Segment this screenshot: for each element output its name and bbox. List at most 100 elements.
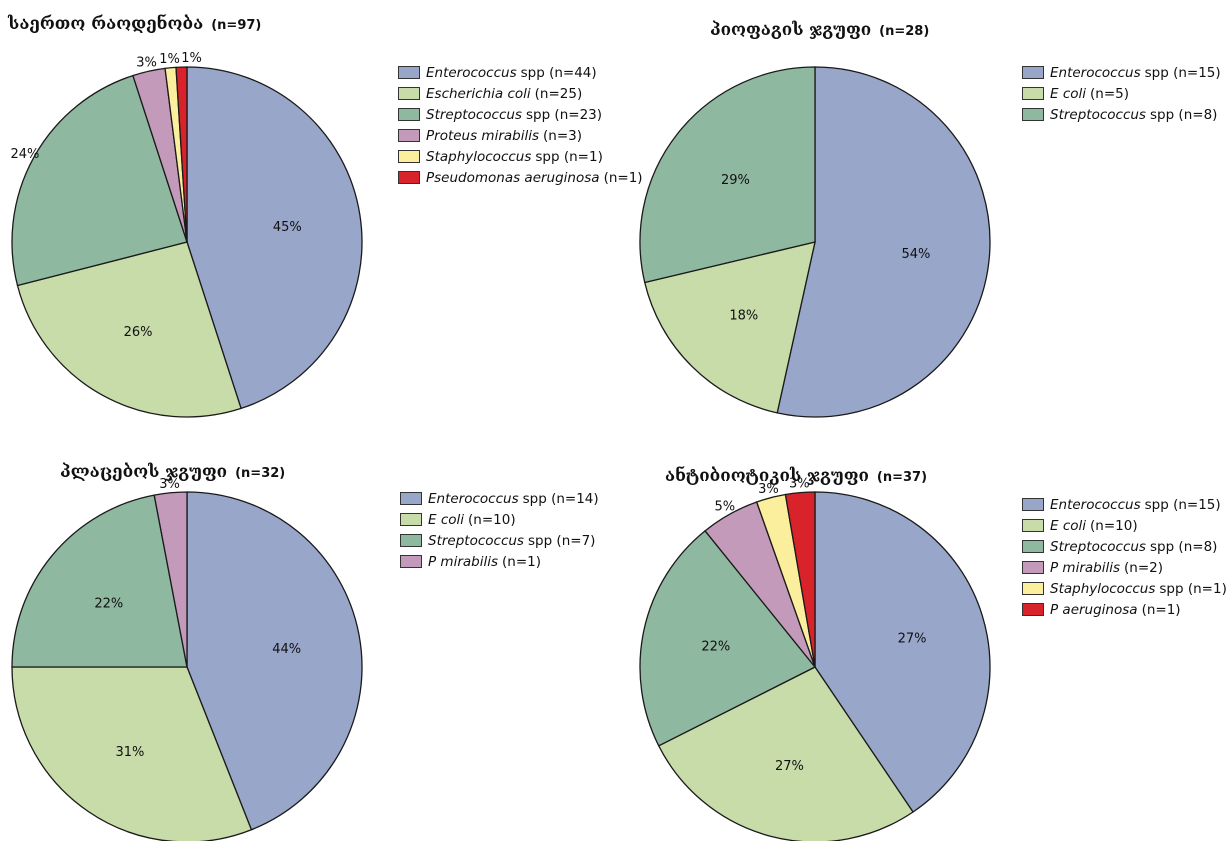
legend-item-streptococcus: Streptococcus spp (n=7) [400,530,599,551]
legend-item-p-mirabilis: P mirabilis (n=1) [400,551,599,572]
legend-species: Streptococcus [1050,538,1146,555]
slice-label-enterococcus: 54% [901,247,930,262]
legend-swatch [1022,498,1044,511]
legend-item-enterococcus: Enterococcus spp (n=14) [400,488,599,509]
pie-slice-pseudomonas-aeruginosa [175,66,188,243]
slice-label-e-coli: 18% [729,308,758,323]
pie-slice-enterococcus [186,491,363,831]
legend-swatch [398,66,420,79]
pie-slice-e-coli [657,666,914,841]
legend-item-enterococcus: Enterococcus spp (n=15) [1022,62,1221,83]
pie-slice-enterococcus [814,491,991,813]
legend-item-enterococcus: Enterococcus spp (n=44) [398,62,643,83]
pie-slice-streptococcus [11,494,188,668]
legend-swatch [1022,66,1044,79]
pie-slice-enterococcus [776,66,991,418]
legend-count: (n=10) [1090,517,1138,534]
legend-count: spp (n=15) [1144,496,1221,513]
legend-item-proteus-mirabilis: Proteus mirabilis (n=3) [398,125,643,146]
slice-label-enterococcus: 27% [898,631,927,646]
legend-swatch [398,150,420,163]
legend-count: (n=25) [534,85,583,102]
panel-title-n: (n=97) [211,18,262,33]
legend-species: Escherichia coli [426,85,531,102]
legend-swatch [1022,561,1044,574]
legend-item-e-coli: E coli (n=10) [1022,515,1227,536]
legend-count: spp (n=1) [1159,580,1227,597]
legend-item-pseudomonas-aeruginosa: Pseudomonas aeruginosa (n=1) [398,167,643,188]
slice-label-streptococcus: 29% [721,173,750,188]
slice-label-e-coli: 27% [775,759,804,774]
panel-title-text: პიოფაგის ჯგუფი [710,20,872,40]
legend-swatch [398,171,420,184]
slice-label-enterococcus: 45% [273,220,302,235]
pie-slice-escherichia-coli [16,241,242,418]
legend-species: Staphylococcus [426,148,532,165]
legend-item-streptococcus: Streptococcus spp (n=23) [398,104,643,125]
legend-count: (n=1) [1141,601,1181,618]
pie-slice-p-mirabilis [153,491,188,668]
pie-slice-p-aeruginosa [784,491,816,668]
slice-label-streptococcus: 22% [701,640,730,655]
legend-swatch [1022,519,1044,532]
legend-count: spp (n=8) [1149,106,1218,123]
panel-title: ანტიბიოტიკის ჯგუფი (n=37) [665,466,927,486]
legend-species: P aeruginosa [1050,601,1138,618]
legend-item-p-aeruginosa: P aeruginosa (n=1) [1022,599,1227,620]
legend-swatch [400,555,422,568]
legend-count: (n=3) [543,127,583,144]
slice-label-escherichia-coli: 26% [124,325,153,340]
legend-count: (n=1) [603,169,643,186]
legend-item-staphylococcus: Staphylococcus spp (n=1) [398,146,643,167]
legend-swatch [1022,582,1044,595]
legend-item-streptococcus: Streptococcus spp (n=8) [1022,536,1227,557]
legend-phage: Enterococcus spp (n=15) E coli (n=5) Strepto… [1022,62,1221,125]
legend-species: E coli [1050,517,1087,534]
legend-species: Streptococcus [428,532,524,549]
legend-count: (n=1) [502,553,542,570]
legend-species: Staphylococcus [1050,580,1156,597]
pie-slice-streptococcus [639,66,816,284]
legend-item-e-coli: E coli (n=10) [400,509,599,530]
slice-label-streptococcus: 24% [10,147,39,162]
legend-swatch [1022,540,1044,553]
pie-slice-e-coli [643,241,816,414]
legend-swatch [1022,108,1044,121]
pie-slice-e-coli [11,666,253,841]
legend-count: spp (n=7) [527,532,596,549]
slice-label-staphylococcus: 3% [758,482,779,497]
legend-species: Streptococcus [426,106,522,123]
legend-item-p-mirabilis: P mirabilis (n=2) [1022,557,1227,578]
panel-title: პლაცებოს ჯგუფი (n=32) [60,462,285,482]
legend-count: spp (n=8) [1149,538,1218,555]
pie-slice-enterococcus [186,66,363,410]
legend-count: spp (n=44) [520,64,597,81]
legend-swatch [1022,87,1044,100]
legend-species: Enterococcus [1050,496,1141,513]
legend-species: Enterococcus [1050,64,1141,81]
legend-swatch [398,87,420,100]
slice-label-p-mirabilis: 5% [714,500,735,515]
slice-label-proteus-mirabilis: 3% [136,56,157,71]
panel-title-n: (n=28) [879,24,930,39]
legend-overall: Enterococcus spp (n=44) Escherichia coli (n… [398,62,643,188]
panel-title: საერთო რაოდენობა (n=97) [8,14,261,34]
legend-species: E coli [1050,85,1087,102]
panel-title-text: საერთო რაოდენობა [8,14,204,34]
legend-count: spp (n=1) [535,148,603,165]
legend-species: Pseudomonas aeruginosa [426,169,600,186]
legend-item-escherichia-coli: Escherichia coli (n=25) [398,83,643,104]
legend-count: spp (n=15) [1144,64,1221,81]
slice-label-p-aeruginosa: 3% [789,477,810,492]
legend-swatch [400,492,422,505]
slice-label-enterococcus: 44% [272,642,301,657]
legend-species: P mirabilis [428,553,499,570]
panel-title: პიოფაგის ჯგუფი (n=28) [710,20,929,40]
legend-count: (n=10) [468,511,516,528]
panel-title-text: ანტიბიოტიკის ჯგუფი [665,466,869,486]
slice-label-streptococcus: 22% [94,596,123,611]
legend-antibiotic: Enterococcus spp (n=15) E coli (n=10) Strept… [1022,494,1227,620]
